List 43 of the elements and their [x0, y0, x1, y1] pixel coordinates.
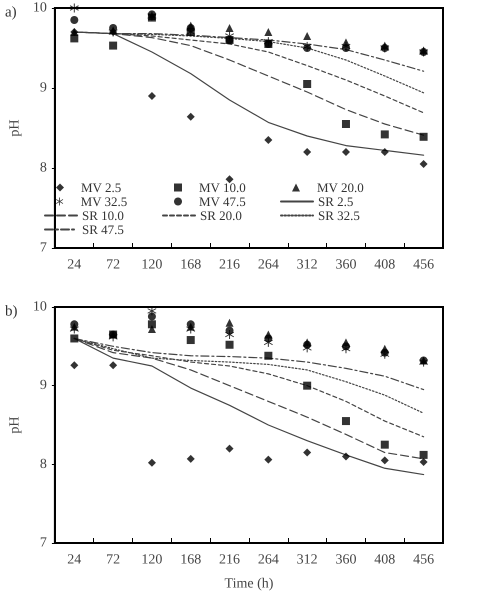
- x-tick-label: 120: [141, 258, 162, 272]
- x-tick-label: 24: [67, 552, 82, 568]
- x-axis-title: Time (h): [224, 576, 274, 592]
- chart-title: b): [5, 304, 18, 320]
- x-tick-label: 312: [296, 552, 318, 568]
- y-tick-label: 7: [40, 240, 47, 256]
- legend-label: MV 2.5: [81, 180, 122, 195]
- x-tick-label: 168: [180, 552, 202, 568]
- y-tick-label: 8: [40, 160, 47, 176]
- x-tick-label: 168: [180, 258, 202, 272]
- x-tick-label: 408: [374, 552, 396, 568]
- y-tick-label: 7: [40, 536, 47, 550]
- legend-label: SR 2.5: [318, 194, 354, 209]
- x-tick-label: 360: [335, 552, 356, 568]
- chart-title: a): [5, 4, 17, 20]
- x-tick-label: 408: [374, 258, 396, 272]
- y-tick-label: 10: [32, 300, 47, 314]
- y-tick-label: 8: [40, 456, 47, 472]
- y-axis-title: pH: [8, 119, 22, 137]
- legend-label: MV 20.0: [317, 180, 364, 195]
- y-axis-title: pH: [8, 416, 22, 434]
- x-tick-label: 360: [335, 258, 356, 272]
- x-tick-label: 456: [413, 552, 434, 568]
- x-tick-label: 216: [219, 552, 240, 568]
- legend-label: SR 32.5: [318, 208, 360, 223]
- legend-label: MV 32.5: [80, 194, 128, 209]
- x-tick-label: 216: [219, 258, 240, 272]
- x-tick-label: 264: [258, 552, 279, 568]
- y-tick-label: 9: [40, 80, 47, 96]
- legend-label: SR 20.0: [200, 208, 242, 223]
- y-tick-label: 9: [40, 378, 47, 394]
- legend-label: SR 10.0: [82, 208, 124, 223]
- x-tick-label: 312: [296, 258, 318, 272]
- legend-label: MV 47.5: [199, 194, 246, 209]
- x-tick-label: 24: [67, 258, 82, 272]
- x-tick-label: 456: [413, 258, 434, 272]
- x-tick-label: 120: [141, 552, 162, 568]
- y-tick-label: 10: [32, 0, 47, 16]
- x-tick-label: 72: [106, 552, 120, 568]
- x-tick-label: 264: [258, 258, 279, 272]
- legend-label: MV 10.0: [199, 180, 246, 195]
- x-tick-label: 72: [106, 258, 120, 272]
- legend-label: SR 47.5: [82, 222, 124, 237]
